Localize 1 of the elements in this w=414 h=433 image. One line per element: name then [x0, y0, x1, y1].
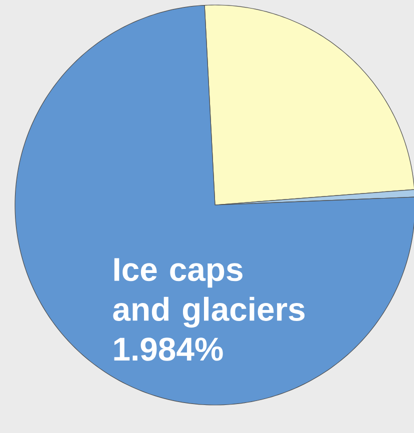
slice-label: Ice caps and glaciers 1.984% — [113, 258, 305, 361]
